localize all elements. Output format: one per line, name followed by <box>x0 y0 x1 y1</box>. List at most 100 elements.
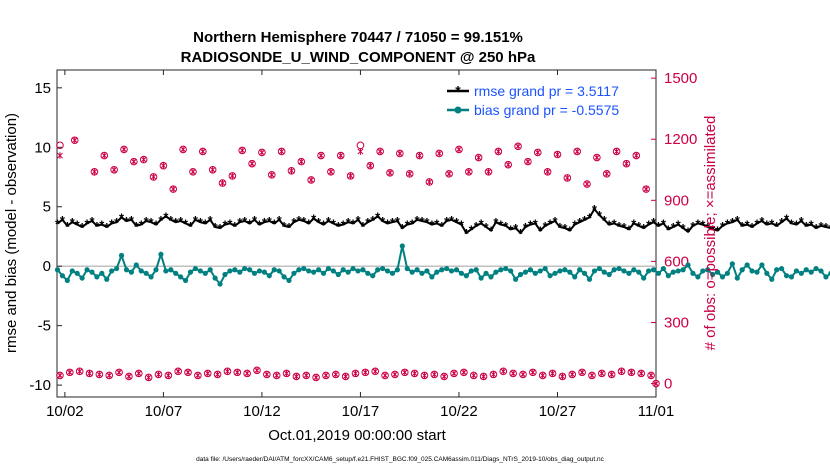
obs-assimilated-point <box>258 149 265 156</box>
rmse-point: * <box>124 214 130 229</box>
bias-point <box>365 270 371 276</box>
rmse-point: * <box>671 220 677 235</box>
x-tick-label: 10/07 <box>145 403 183 420</box>
bias-point <box>818 268 824 274</box>
y-right-tick-label: 0 <box>664 376 672 393</box>
bias-point <box>311 269 317 275</box>
rmse-point: * <box>119 210 125 225</box>
obs-assimilated-point <box>539 372 546 379</box>
x-axis: 10/02 10/07 10/12 10/17 10/22 10/27 11/01 <box>46 70 674 420</box>
rmse-point: * <box>735 213 741 228</box>
bias-point <box>434 269 440 275</box>
obs-assimilated-point <box>150 173 157 181</box>
obs-assimilated-point <box>244 369 251 377</box>
rmse-point: * <box>617 219 623 234</box>
bias-point <box>527 267 533 273</box>
bias-point <box>163 268 169 274</box>
obs-assimilated-point <box>426 178 433 186</box>
obs-assimilated-point <box>446 170 453 178</box>
bias-point <box>803 267 809 273</box>
bias-point <box>350 265 356 272</box>
obs-assimilated-point <box>283 369 290 377</box>
rmse-point: * <box>533 216 539 231</box>
bias-point <box>380 265 386 272</box>
obs-assimilated-point <box>515 142 522 150</box>
rmse-point: * <box>70 215 76 230</box>
obs-assimilated-point <box>121 146 127 153</box>
bias-point <box>375 267 381 273</box>
plot-area <box>56 69 657 398</box>
rmse-point: * <box>784 212 790 227</box>
rmse-point: * <box>188 219 194 234</box>
bias-point <box>217 281 223 287</box>
bias-point <box>567 269 573 275</box>
rmse-point: * <box>725 216 731 231</box>
obs-assimilated-point <box>643 185 650 193</box>
rmse-point: * <box>114 215 120 230</box>
obs-assimilated-point <box>421 372 428 379</box>
rmse-point: * <box>754 216 760 231</box>
bias-point <box>99 270 105 276</box>
obs-assimilated-point <box>470 372 477 379</box>
bias-point <box>54 267 61 273</box>
bias-point <box>734 275 740 281</box>
bias-point <box>636 269 642 275</box>
x-axis-label: Oct.01,2019 00:00:00 start <box>268 427 446 444</box>
obs-assimilated-point <box>618 367 625 375</box>
y-left-tick-label: -10 <box>29 377 51 394</box>
bias-point <box>143 270 149 276</box>
obs-assimilated-point <box>593 154 600 161</box>
obs-assimilated-point <box>130 158 137 166</box>
obs-assimilated-point <box>323 372 329 379</box>
obs-assimilated-point <box>387 169 393 177</box>
bias-point <box>508 268 514 274</box>
bias-point <box>557 268 563 274</box>
rmse-point: * <box>267 214 273 229</box>
chart-subtitle: RADIOSONDE_U_WIND_COMPONENT @ 250 hPa <box>181 49 536 66</box>
rmse-point: * <box>607 218 613 233</box>
rmse-point: * <box>479 216 485 231</box>
bias-point <box>197 268 203 274</box>
bias-point <box>148 274 154 280</box>
bias-point <box>513 276 519 282</box>
bias-point <box>562 267 568 273</box>
obs-assimilated-point <box>86 369 93 377</box>
obs-assimilated-point <box>254 366 260 374</box>
obs-count-points <box>56 136 660 388</box>
legend-bias-marker <box>454 106 462 114</box>
rmse-point: * <box>65 219 71 234</box>
obs-assimilated-point <box>589 372 595 379</box>
rmse-point: * <box>715 224 721 239</box>
obs-assimilated-point <box>229 172 236 180</box>
y-left-tick-label: 10 <box>34 139 51 156</box>
rmse-point: * <box>336 219 342 234</box>
rmse-point: * <box>809 218 815 233</box>
obs-assimilated-point <box>613 148 620 155</box>
rmse-point: * <box>661 216 667 231</box>
bias-point <box>266 273 272 279</box>
bias-point <box>793 268 799 274</box>
bias-point <box>389 270 396 276</box>
obs-assimilated-point <box>155 370 162 378</box>
rmse-point: * <box>666 222 672 237</box>
rmse-point: * <box>183 216 189 231</box>
obs-assimilated-point <box>337 152 344 159</box>
bias-point <box>384 268 391 274</box>
rmse-point: * <box>454 215 460 230</box>
rmse-point: * <box>208 213 214 228</box>
bias-point <box>133 262 139 268</box>
rmse-point: * <box>577 215 583 230</box>
bias-point <box>680 267 686 273</box>
obs-assimilated-point <box>170 185 177 193</box>
bias-point <box>59 273 66 279</box>
bias-point <box>64 277 70 284</box>
obs-assimilated-point <box>214 370 221 378</box>
bias-point <box>759 262 765 268</box>
rmse-point: * <box>459 218 465 233</box>
rmse-point: * <box>789 216 795 231</box>
rmse-point: * <box>247 216 253 231</box>
rmse-point: * <box>636 219 642 234</box>
obs-assimilated-point <box>554 151 561 158</box>
data-file-footnote: data file: /Users/raeder/DAI/ATM_forcXX/… <box>196 456 605 463</box>
obs-assimilated-point <box>406 170 413 178</box>
